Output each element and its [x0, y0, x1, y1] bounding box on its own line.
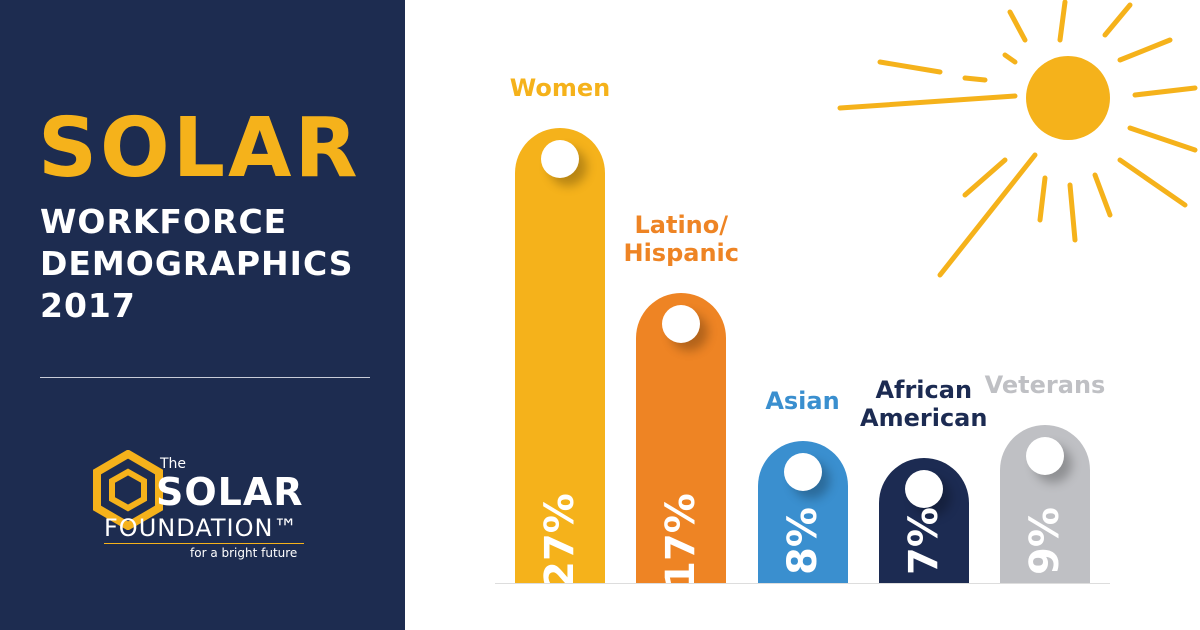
category-label: African American — [860, 375, 988, 432]
subtitle: 2017 — [40, 286, 136, 325]
logo-rule — [104, 543, 304, 544]
value-label: 8% — [779, 507, 826, 575]
subtitle: DEMOGRAPHICS — [40, 244, 354, 283]
bar: 27% — [515, 127, 605, 583]
category-label: Women — [509, 73, 611, 102]
value-label: 9% — [1022, 507, 1068, 575]
logo-name: SOLAR — [156, 470, 304, 514]
bar-dot — [904, 469, 943, 508]
bar: 8% — [757, 441, 848, 583]
subtitle: WORKFORCE — [40, 202, 288, 241]
bar: 9% — [1000, 424, 1090, 583]
bar: 17% — [636, 292, 727, 583]
category-label: Latino/ Hispanic — [623, 210, 739, 267]
value-label: 27% — [537, 493, 583, 583]
category-label: Veterans — [984, 370, 1106, 399]
divider — [40, 377, 370, 378]
value-label: 7% — [900, 507, 947, 575]
baseline — [495, 583, 1110, 584]
logo-tagline: for a bright future — [190, 546, 298, 560]
logo-name2: FOUNDATION™ — [104, 514, 299, 542]
bar-dot — [783, 453, 822, 491]
category-label: Asian — [765, 387, 840, 415]
logo-prefix: The — [160, 456, 187, 472]
chart-title: SOLAR — [38, 101, 361, 196]
sun — [837, 0, 1198, 278]
value-label: 17% — [658, 493, 705, 583]
bar-dot — [662, 304, 701, 343]
bar-dot — [541, 139, 579, 178]
side-panel: SOLAR WORKFORCE DEMOGRAPHICS 2017 The SO… — [0, 0, 405, 630]
logo-hexagon — [93, 450, 163, 530]
bar-dot — [1026, 436, 1064, 475]
bar: 7% — [878, 457, 969, 583]
